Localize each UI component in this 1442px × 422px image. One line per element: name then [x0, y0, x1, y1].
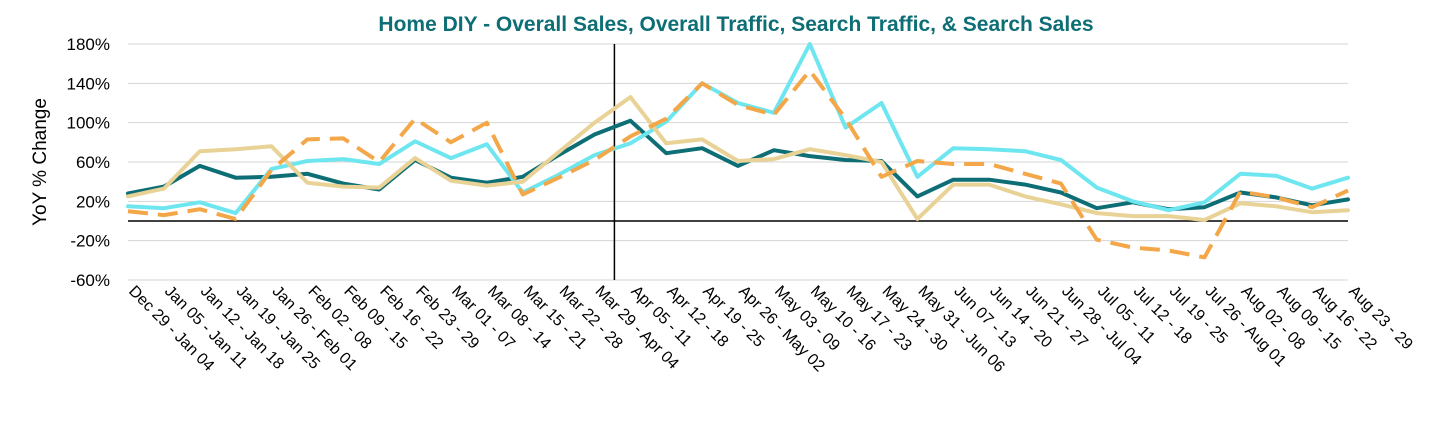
series-line-1 — [126, 118, 1350, 212]
y-tick-label: 180% — [67, 35, 110, 54]
axes — [128, 44, 1348, 280]
series-line-4 — [127, 68, 1349, 260]
y-tick-label: 60% — [76, 153, 110, 172]
series-lines — [126, 42, 1350, 260]
y-tick-label: -20% — [70, 232, 110, 251]
y-tick-labels: 180% 140% 100% 60% 20% -20% -60% — [67, 35, 110, 290]
y-axis-label: YoY % Change — [30, 98, 51, 226]
y-tick-label: 20% — [76, 192, 110, 211]
y-tick-label: 140% — [67, 74, 110, 93]
series-line-3 — [126, 95, 1350, 222]
series-line-2 — [126, 42, 1350, 216]
y-tick-label: -60% — [70, 271, 110, 290]
y-tick-label: 100% — [67, 114, 110, 133]
chart-title: Home DIY - Overall Sales, Overall Traffi… — [378, 13, 1093, 36]
gridlines — [128, 43, 1348, 281]
